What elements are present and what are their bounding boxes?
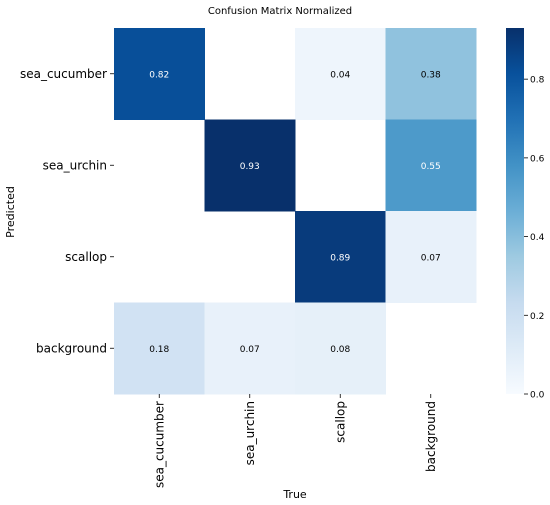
- x-tick-label: sea_cucumber: [152, 401, 166, 488]
- heatmap-cell: [385, 211, 477, 303]
- chart-title: Confusion Matrix Normalized: [208, 6, 352, 17]
- heatmap-cell-label: 0.07: [240, 345, 260, 355]
- heatmap-cell-label: 0.08: [330, 345, 350, 355]
- y-tick-label: background: [36, 341, 107, 355]
- colorbar-tick-label: 0.6: [530, 154, 545, 164]
- heatmap-cell-label: 0.93: [240, 162, 260, 172]
- heatmap-cell-labels: 0.82 0.04 0.38 0.93 0.55 0.89 0.07 0.18 0.07 0.08: [149, 70, 441, 355]
- y-axis-label: Predicted: [4, 186, 17, 238]
- colorbar-ticks: 0.0 0.2 0.4 0.6 0.8: [524, 76, 545, 401]
- heatmap-cell-label: 0.18: [149, 345, 169, 355]
- colorbar: [506, 28, 524, 394]
- x-tick-label: background: [424, 401, 438, 472]
- heatmap-cell: [295, 211, 386, 303]
- x-tick-label: sea_urchin: [243, 401, 257, 465]
- heatmap-cell: [114, 302, 205, 395]
- heatmap-cells: [114, 28, 477, 395]
- colorbar-tick-label: 0.4: [530, 233, 545, 243]
- heatmap-cell: [204, 119, 296, 212]
- heatmap-cell: [385, 119, 477, 212]
- heatmap-cell: [385, 28, 477, 120]
- x-axis-label: True: [282, 488, 307, 501]
- heatmap-cell-label: 0.38: [421, 70, 441, 80]
- heatmap-cell-label: 0.89: [330, 253, 350, 263]
- x-axis-ticks: sea_cucumber sea_urchin scallop background: [152, 394, 438, 488]
- heatmap-cell: [295, 302, 386, 395]
- y-tick-label: sea_cucumber: [20, 67, 107, 81]
- colorbar-tick-label: 0.2: [530, 312, 544, 322]
- heatmap-cell-label: 0.82: [149, 70, 169, 80]
- heatmap-cell: [295, 28, 386, 120]
- heatmap-cell: [204, 302, 296, 395]
- x-tick-label: scallop: [333, 401, 347, 443]
- heatmap-cell-label: 0.07: [421, 253, 441, 263]
- colorbar-tick-label: 0.0: [530, 391, 545, 401]
- colorbar-tick-label: 0.8: [530, 76, 545, 86]
- y-tick-label: scallop: [65, 250, 107, 264]
- heatmap-cell: [114, 28, 205, 120]
- heatmap-cell-label: 0.55: [421, 162, 441, 172]
- heatmap-cell-label: 0.04: [330, 70, 350, 80]
- y-tick-label: sea_urchin: [43, 158, 107, 172]
